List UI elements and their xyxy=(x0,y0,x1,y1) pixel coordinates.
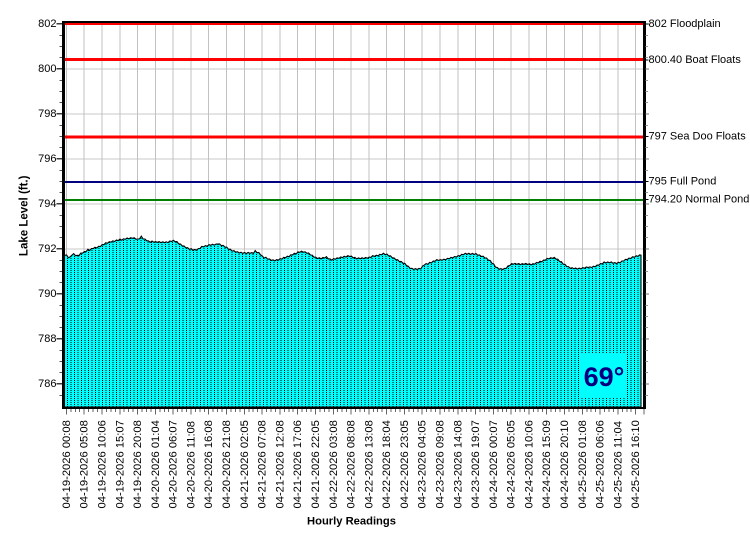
svg-text:04-20-2026 06:07: 04-20-2026 06:07 xyxy=(168,420,180,508)
svg-text:04-20-2026 21:08: 04-20-2026 21:08 xyxy=(221,420,233,508)
svg-text:04-24-2026 05:05: 04-24-2026 05:05 xyxy=(506,420,518,508)
svg-text:797 Sea Doo Floats: 797 Sea Doo Floats xyxy=(649,131,747,143)
svg-text:04-23-2026 09:08: 04-23-2026 09:08 xyxy=(434,420,446,508)
svg-text:802: 802 xyxy=(38,18,56,30)
svg-text:04-24-2026 20:10: 04-24-2026 20:10 xyxy=(559,420,571,508)
svg-text:04-19-2026 15:07: 04-19-2026 15:07 xyxy=(114,420,126,508)
svg-text:04-20-2026 16:08: 04-20-2026 16:08 xyxy=(203,420,215,508)
svg-text:794.20 Normal Pond: 794.20 Normal Pond xyxy=(649,194,750,206)
svg-text:795 Full Pond: 795 Full Pond xyxy=(649,176,717,188)
svg-text:04-22-2026 13:08: 04-22-2026 13:08 xyxy=(363,420,375,508)
svg-text:04-25-2026 11:04: 04-25-2026 11:04 xyxy=(612,421,624,509)
svg-text:04-21-2026 12:08: 04-21-2026 12:08 xyxy=(274,420,286,508)
svg-text:04-19-2026 20:08: 04-19-2026 20:08 xyxy=(132,420,144,508)
svg-text:04-22-2026 08:08: 04-22-2026 08:08 xyxy=(346,420,358,508)
svg-text:800: 800 xyxy=(38,63,56,75)
svg-text:04-22-2026 03:08: 04-22-2026 03:08 xyxy=(328,420,340,508)
svg-text:Lake Level (ft.): Lake Level (ft.) xyxy=(19,175,31,256)
svg-text:792: 792 xyxy=(38,243,56,255)
svg-text:794: 794 xyxy=(38,198,56,210)
svg-text:04-20-2026 01:04: 04-20-2026 01:04 xyxy=(150,420,162,508)
svg-text:800.40 Boat Floats: 800.40 Boat Floats xyxy=(649,54,742,66)
svg-text:04-21-2026 02:05: 04-21-2026 02:05 xyxy=(239,420,251,508)
svg-text:04-25-2026 01:08: 04-25-2026 01:08 xyxy=(577,420,589,508)
svg-text:04-25-2026 16:10: 04-25-2026 16:10 xyxy=(630,420,642,508)
svg-text:04-21-2026 17:06: 04-21-2026 17:06 xyxy=(292,420,304,508)
svg-text:04-21-2026 07:08: 04-21-2026 07:08 xyxy=(257,420,269,508)
svg-text:04-19-2026 00:08: 04-19-2026 00:08 xyxy=(61,420,73,508)
svg-text:04-21-2026 22:05: 04-21-2026 22:05 xyxy=(310,420,322,508)
svg-text:04-22-2026 18:04: 04-22-2026 18:04 xyxy=(381,420,393,508)
svg-text:790: 790 xyxy=(38,288,56,300)
svg-text:796: 796 xyxy=(38,153,56,165)
svg-text:04-24-2026 10:06: 04-24-2026 10:06 xyxy=(523,420,535,508)
svg-text:04-20-2026 11:08: 04-20-2026 11:08 xyxy=(185,421,197,509)
svg-text:786: 786 xyxy=(38,378,56,390)
svg-text:798: 798 xyxy=(38,108,56,120)
svg-text:69°: 69° xyxy=(584,362,625,392)
svg-text:04-25-2026 06:06: 04-25-2026 06:06 xyxy=(595,420,607,508)
svg-text:802 Floodplain: 802 Floodplain xyxy=(649,18,721,30)
svg-text:Hourly Readings: Hourly Readings xyxy=(307,516,396,528)
svg-text:04-24-2026 00:07: 04-24-2026 00:07 xyxy=(488,420,500,508)
svg-text:04-23-2026 19:07: 04-23-2026 19:07 xyxy=(470,420,482,508)
svg-text:788: 788 xyxy=(38,333,56,345)
svg-text:04-23-2026 14:08: 04-23-2026 14:08 xyxy=(452,420,464,508)
svg-text:04-23-2026 04:05: 04-23-2026 04:05 xyxy=(417,420,429,508)
svg-text:04-19-2026 10:06: 04-19-2026 10:06 xyxy=(96,420,108,508)
svg-text:04-24-2026 15:09: 04-24-2026 15:09 xyxy=(541,420,553,508)
svg-text:04-19-2026 05:08: 04-19-2026 05:08 xyxy=(79,420,91,508)
svg-text:04-22-2026 23:05: 04-22-2026 23:05 xyxy=(399,420,411,508)
